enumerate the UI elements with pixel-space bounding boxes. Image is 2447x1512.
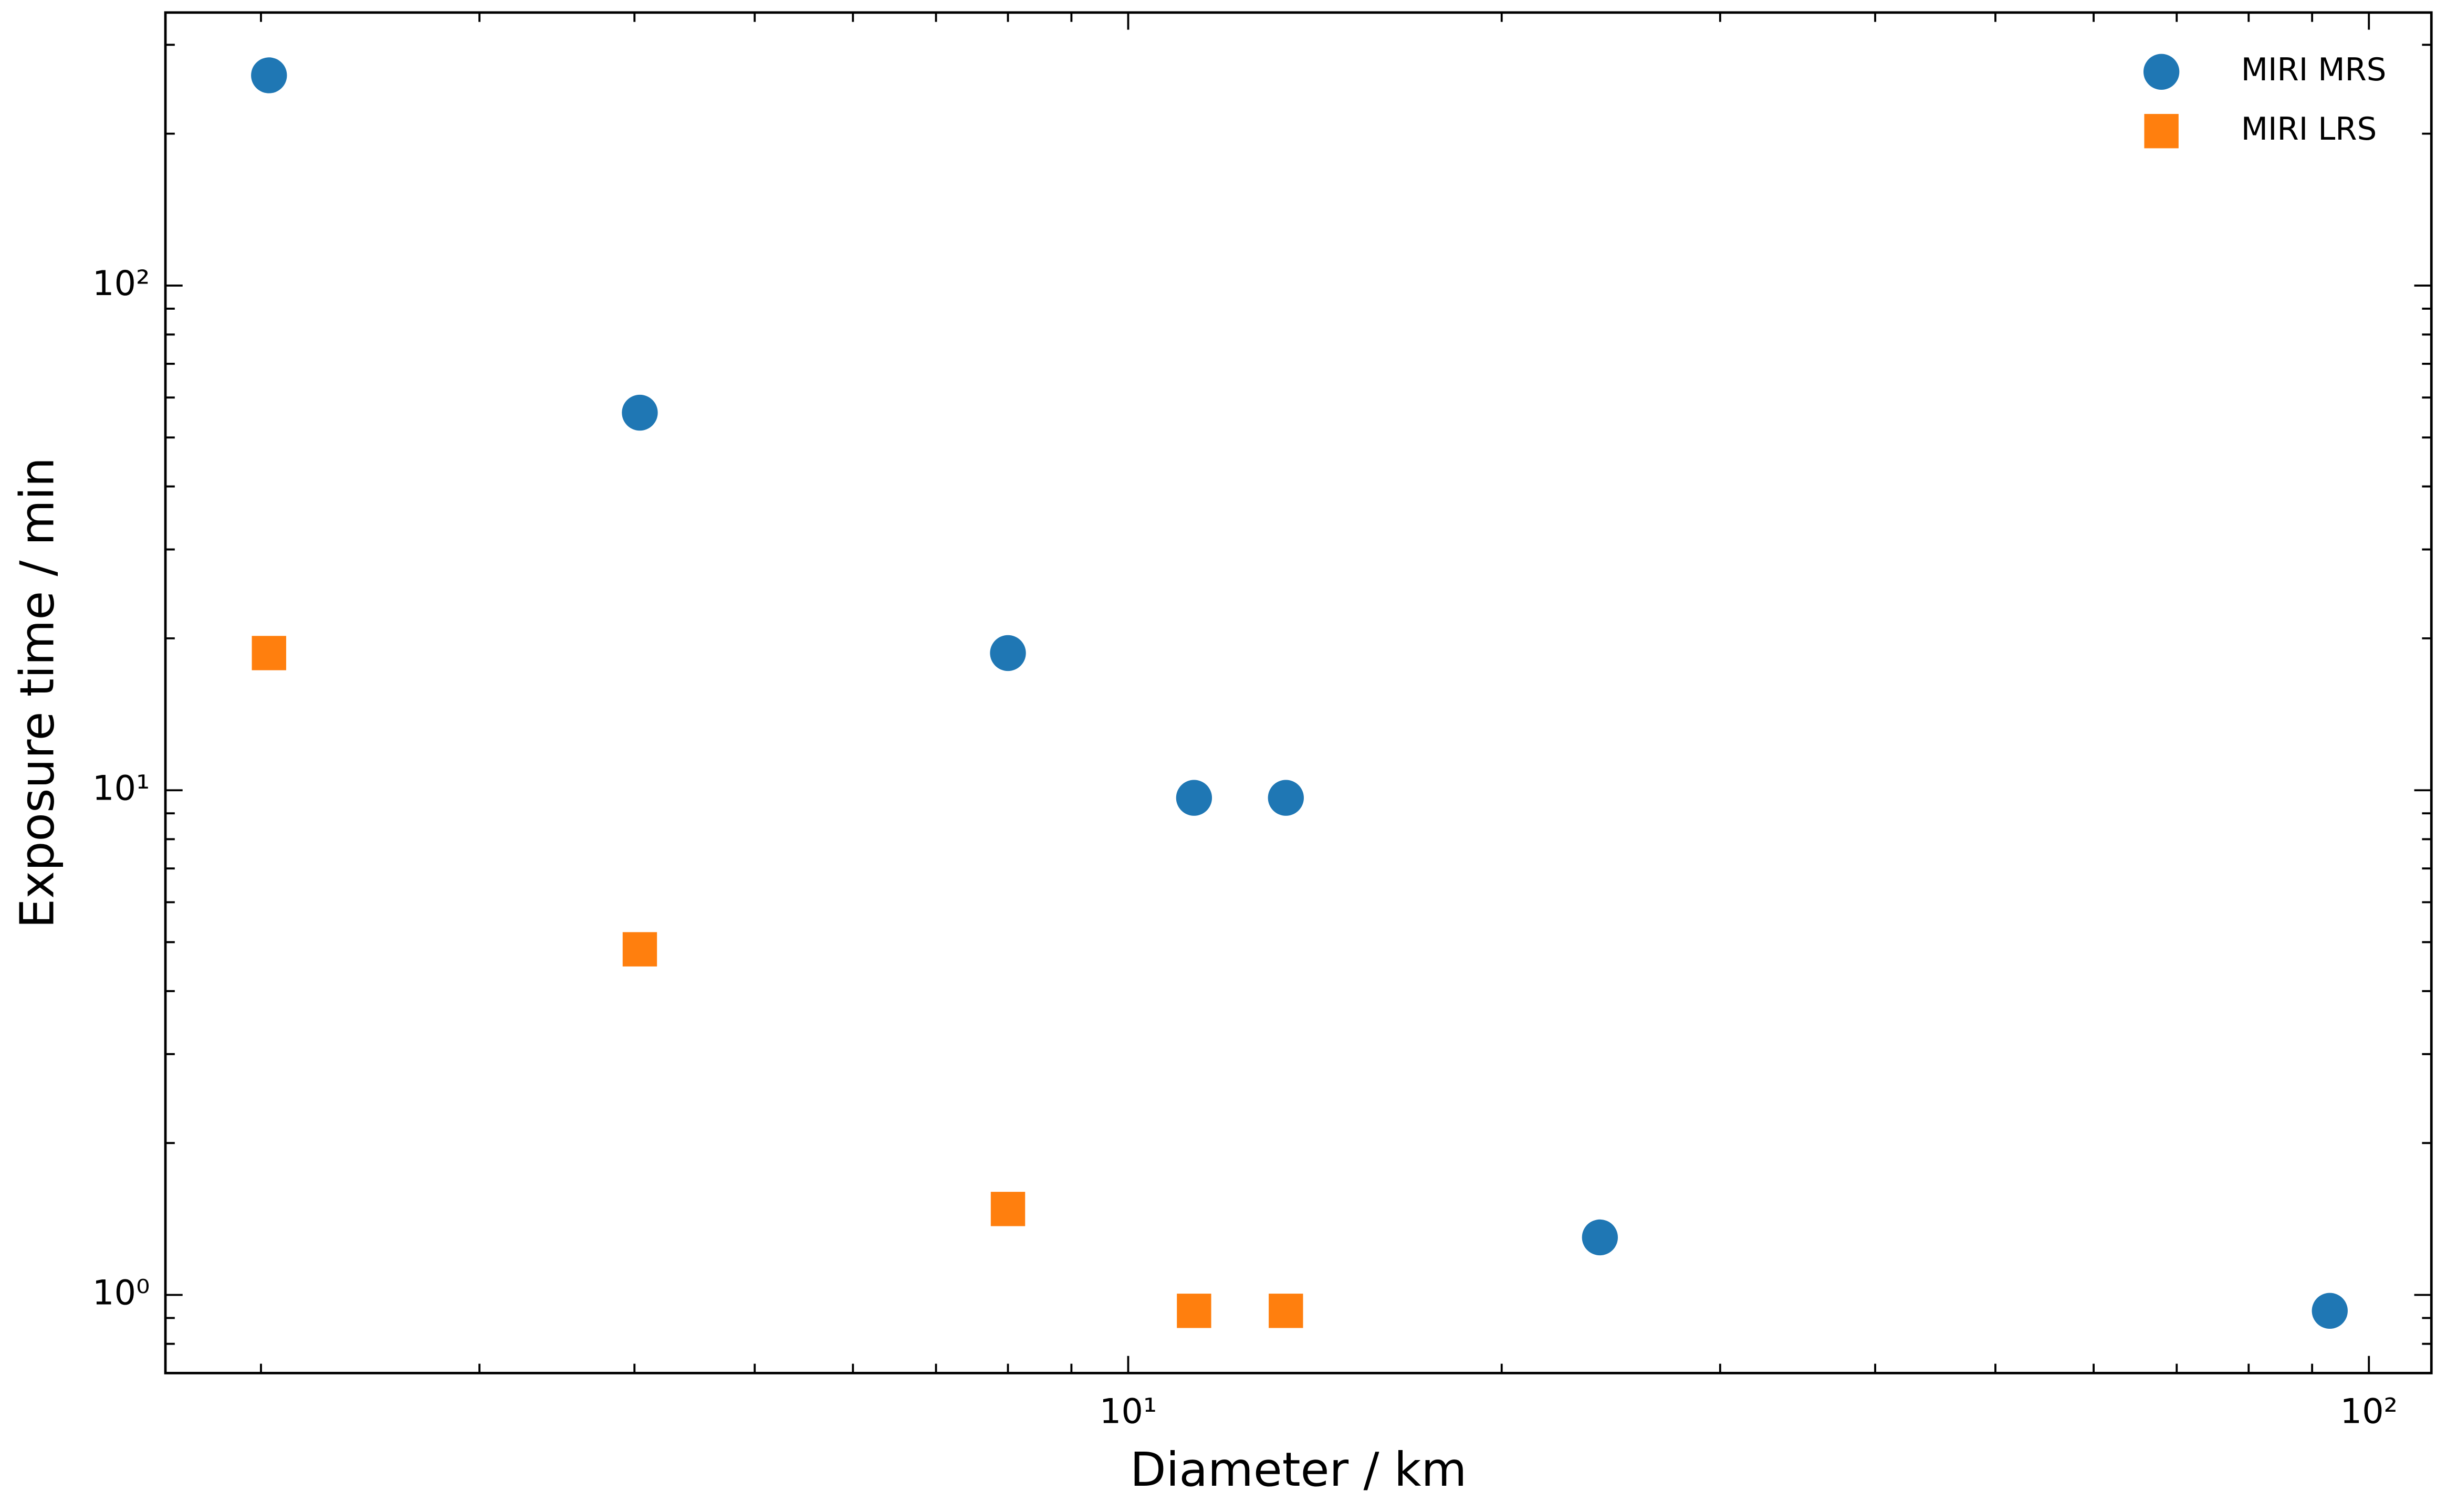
data-point xyxy=(1268,780,1304,816)
y-tick-label: 10⁰ xyxy=(92,1273,150,1313)
data-point xyxy=(622,394,658,431)
x-axis-label: Diameter / km xyxy=(1130,1443,1467,1497)
legend-label: MIRI LRS xyxy=(2241,111,2377,148)
data-point xyxy=(252,636,286,670)
legend-marker xyxy=(2144,114,2179,149)
data-point xyxy=(2312,1293,2348,1329)
data-point xyxy=(990,635,1026,671)
y-tick-label: 10² xyxy=(92,264,150,303)
data-point xyxy=(1582,1219,1618,1256)
data-point xyxy=(251,57,287,93)
data-point xyxy=(622,932,657,967)
data-point xyxy=(1177,1294,1211,1328)
plot-frame xyxy=(164,11,2433,1374)
x-tick-label: 10² xyxy=(2340,1392,2398,1432)
x-tick-label: 10¹ xyxy=(1100,1392,1157,1432)
data-point xyxy=(990,1192,1026,1226)
data-point xyxy=(1269,1294,1303,1328)
y-axis-label: Exposure time / min xyxy=(11,457,65,928)
legend-marker xyxy=(2143,54,2180,90)
y-tick-label: 10¹ xyxy=(92,768,150,808)
data-point xyxy=(1176,780,1212,816)
legend-label: MIRI MRS xyxy=(2241,52,2387,88)
